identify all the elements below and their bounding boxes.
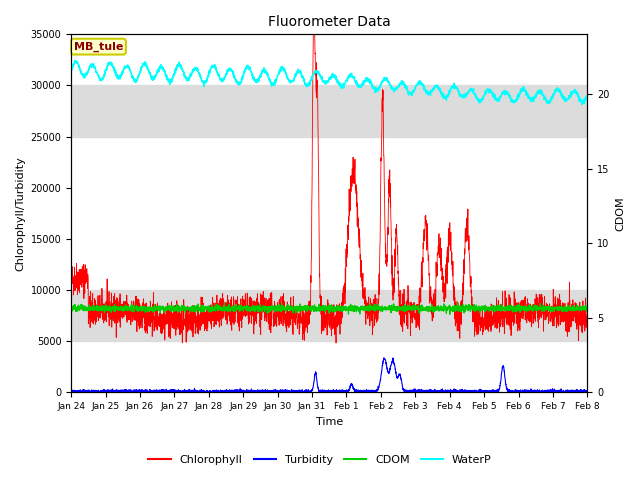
X-axis label: Time: Time (316, 417, 343, 427)
Y-axis label: Chlorophyll/Turbidity: Chlorophyll/Turbidity (15, 156, 25, 271)
Legend: Chlorophyll, Turbidity, CDOM, WaterP: Chlorophyll, Turbidity, CDOM, WaterP (144, 451, 496, 469)
Y-axis label: CDOM: CDOM (615, 196, 625, 231)
Bar (71, 85, 588, 137)
Text: MB_tule: MB_tule (74, 41, 123, 52)
Bar (71, 290, 588, 341)
Title: Fluorometer Data: Fluorometer Data (268, 15, 390, 29)
